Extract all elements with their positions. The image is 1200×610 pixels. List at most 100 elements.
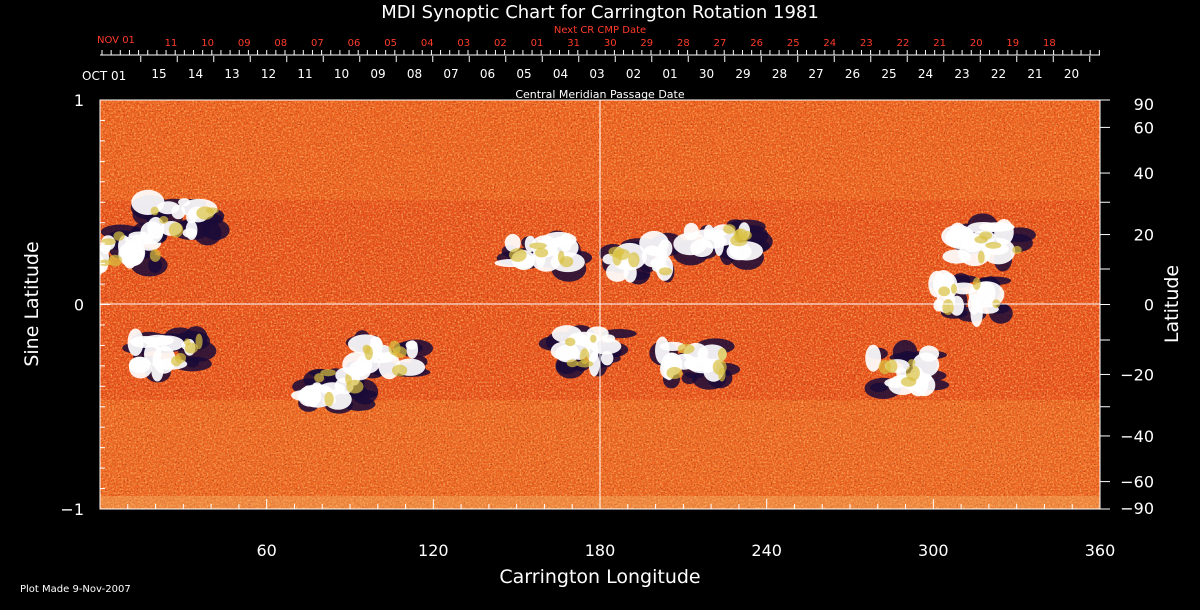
y-axis-right-label: Latitude bbox=[1161, 265, 1183, 343]
y-right-tick-label: −60 bbox=[1120, 473, 1154, 492]
next-cmp-date-label: 30 bbox=[604, 38, 617, 49]
plage-patch bbox=[149, 249, 161, 262]
cmp-date-label: 12 bbox=[261, 67, 276, 81]
negative-flux-patch bbox=[681, 372, 697, 385]
plage-patch bbox=[557, 250, 565, 264]
positive-flux-patch bbox=[356, 353, 380, 374]
cmp-date-label: 10 bbox=[334, 67, 349, 81]
positive-flux-patch bbox=[600, 351, 614, 366]
cmp-date-label: 20 bbox=[1064, 67, 1079, 81]
plage-patch bbox=[101, 238, 117, 246]
positive-flux-patch bbox=[551, 325, 582, 344]
plage-patch bbox=[614, 248, 630, 261]
y-right-tick-label: 0 bbox=[1144, 296, 1154, 315]
next-cmp-axis-label: Next CR CMP Date bbox=[554, 25, 646, 36]
cmp-date-label: 03 bbox=[589, 67, 604, 81]
plage-patch bbox=[900, 376, 917, 387]
positive-flux-patch bbox=[994, 218, 1014, 246]
plage-patch bbox=[392, 346, 407, 358]
x-tick-label: 60 bbox=[256, 541, 276, 560]
x-axis: 60 120 180 240 300 360 bbox=[99, 499, 1115, 560]
y-right-tick-label: −90 bbox=[1120, 499, 1154, 518]
plage-patch bbox=[195, 333, 203, 350]
plage-patch bbox=[717, 347, 727, 361]
positive-flux-patch bbox=[182, 228, 197, 238]
y-left-tick-label: 1 bbox=[74, 91, 84, 110]
positive-flux-patch bbox=[298, 385, 322, 407]
next-cmp-date-label: 19 bbox=[1006, 38, 1019, 49]
positive-flux-patch bbox=[559, 233, 572, 252]
positive-flux-patch bbox=[373, 344, 392, 360]
next-cmp-date-label: 03 bbox=[457, 38, 470, 49]
plage-patch bbox=[972, 277, 981, 290]
next-cmp-date-label: 04 bbox=[421, 38, 434, 49]
x-tick-label: 120 bbox=[418, 541, 449, 560]
plage-patch bbox=[509, 248, 527, 262]
active-region bbox=[130, 189, 230, 246]
cmp-date-label: 05 bbox=[516, 67, 531, 81]
next-cmp-date-label: 22 bbox=[897, 38, 910, 49]
plage-patch bbox=[324, 391, 334, 407]
y-left-tick-label: 0 bbox=[74, 296, 84, 315]
active-region bbox=[538, 325, 637, 379]
positive-flux-patch bbox=[128, 356, 153, 379]
plage-patch bbox=[362, 344, 371, 354]
plage-patch bbox=[391, 364, 408, 377]
plage-patch bbox=[113, 231, 125, 241]
plage-patch bbox=[938, 286, 951, 297]
active-region bbox=[649, 336, 741, 390]
positive-flux-patch bbox=[127, 328, 144, 357]
positive-flux-patch bbox=[623, 263, 637, 283]
cmp-date-label: 22 bbox=[991, 67, 1006, 81]
cmp-axis-label: Central Meridian Passage Date bbox=[515, 88, 684, 101]
plage-patch bbox=[950, 283, 958, 294]
plage-patch bbox=[576, 360, 594, 368]
next-cmp-date-label: 11 bbox=[165, 38, 178, 49]
plage-patch bbox=[564, 337, 576, 347]
plage-patch bbox=[723, 224, 736, 234]
next-cmp-date-label: 27 bbox=[714, 38, 727, 49]
next-cmp-date-label: 25 bbox=[787, 38, 800, 49]
positive-flux-patch bbox=[941, 224, 975, 248]
plage-patch bbox=[942, 299, 954, 316]
positive-flux-patch bbox=[405, 340, 418, 350]
active-region bbox=[864, 339, 950, 399]
cmp-date-label: 23 bbox=[954, 67, 969, 81]
positive-flux-patch bbox=[118, 242, 145, 267]
positive-flux-patch bbox=[913, 374, 936, 397]
plage-patch bbox=[184, 338, 191, 346]
cmp-date-label: 06 bbox=[480, 67, 495, 81]
plage-patch bbox=[677, 343, 695, 354]
active-region bbox=[598, 230, 685, 285]
y-right-tick-label: 90 bbox=[1134, 95, 1154, 114]
y-axis-left-label: Sine Latitude bbox=[21, 241, 43, 366]
positive-flux-patch bbox=[370, 336, 382, 348]
next-cmp-date-label: 23 bbox=[860, 38, 873, 49]
next-cmp-date-label: 26 bbox=[750, 38, 763, 49]
plage-patch bbox=[159, 216, 169, 224]
y-right-tick-label: −20 bbox=[1120, 365, 1154, 384]
active-region bbox=[494, 230, 593, 282]
positive-flux-patch bbox=[586, 326, 609, 341]
cmp-date-label: 13 bbox=[224, 67, 239, 81]
y-left-tick-label: −1 bbox=[60, 500, 84, 519]
cmp-date-label: 28 bbox=[772, 67, 787, 81]
plage-patch bbox=[529, 242, 547, 250]
plage-patch bbox=[580, 348, 590, 365]
cmp-start-label: OCT 01 bbox=[82, 69, 126, 83]
plage-patch bbox=[977, 250, 985, 264]
next-cmp-date-label: 09 bbox=[238, 38, 251, 49]
plage-patch bbox=[566, 359, 579, 368]
plage-patch bbox=[712, 359, 727, 375]
plage-patch bbox=[666, 366, 683, 379]
next-cmp-date-label: 01 bbox=[531, 38, 544, 49]
plage-patch bbox=[1012, 245, 1022, 255]
y-right-tick-label: 40 bbox=[1134, 164, 1154, 183]
active-region bbox=[941, 213, 1036, 272]
x-tick-label: 240 bbox=[751, 541, 782, 560]
plage-patch bbox=[985, 242, 1002, 249]
positive-flux-patch bbox=[150, 335, 185, 352]
plage-patch bbox=[974, 235, 988, 244]
cmp-date-label: 29 bbox=[735, 67, 750, 81]
